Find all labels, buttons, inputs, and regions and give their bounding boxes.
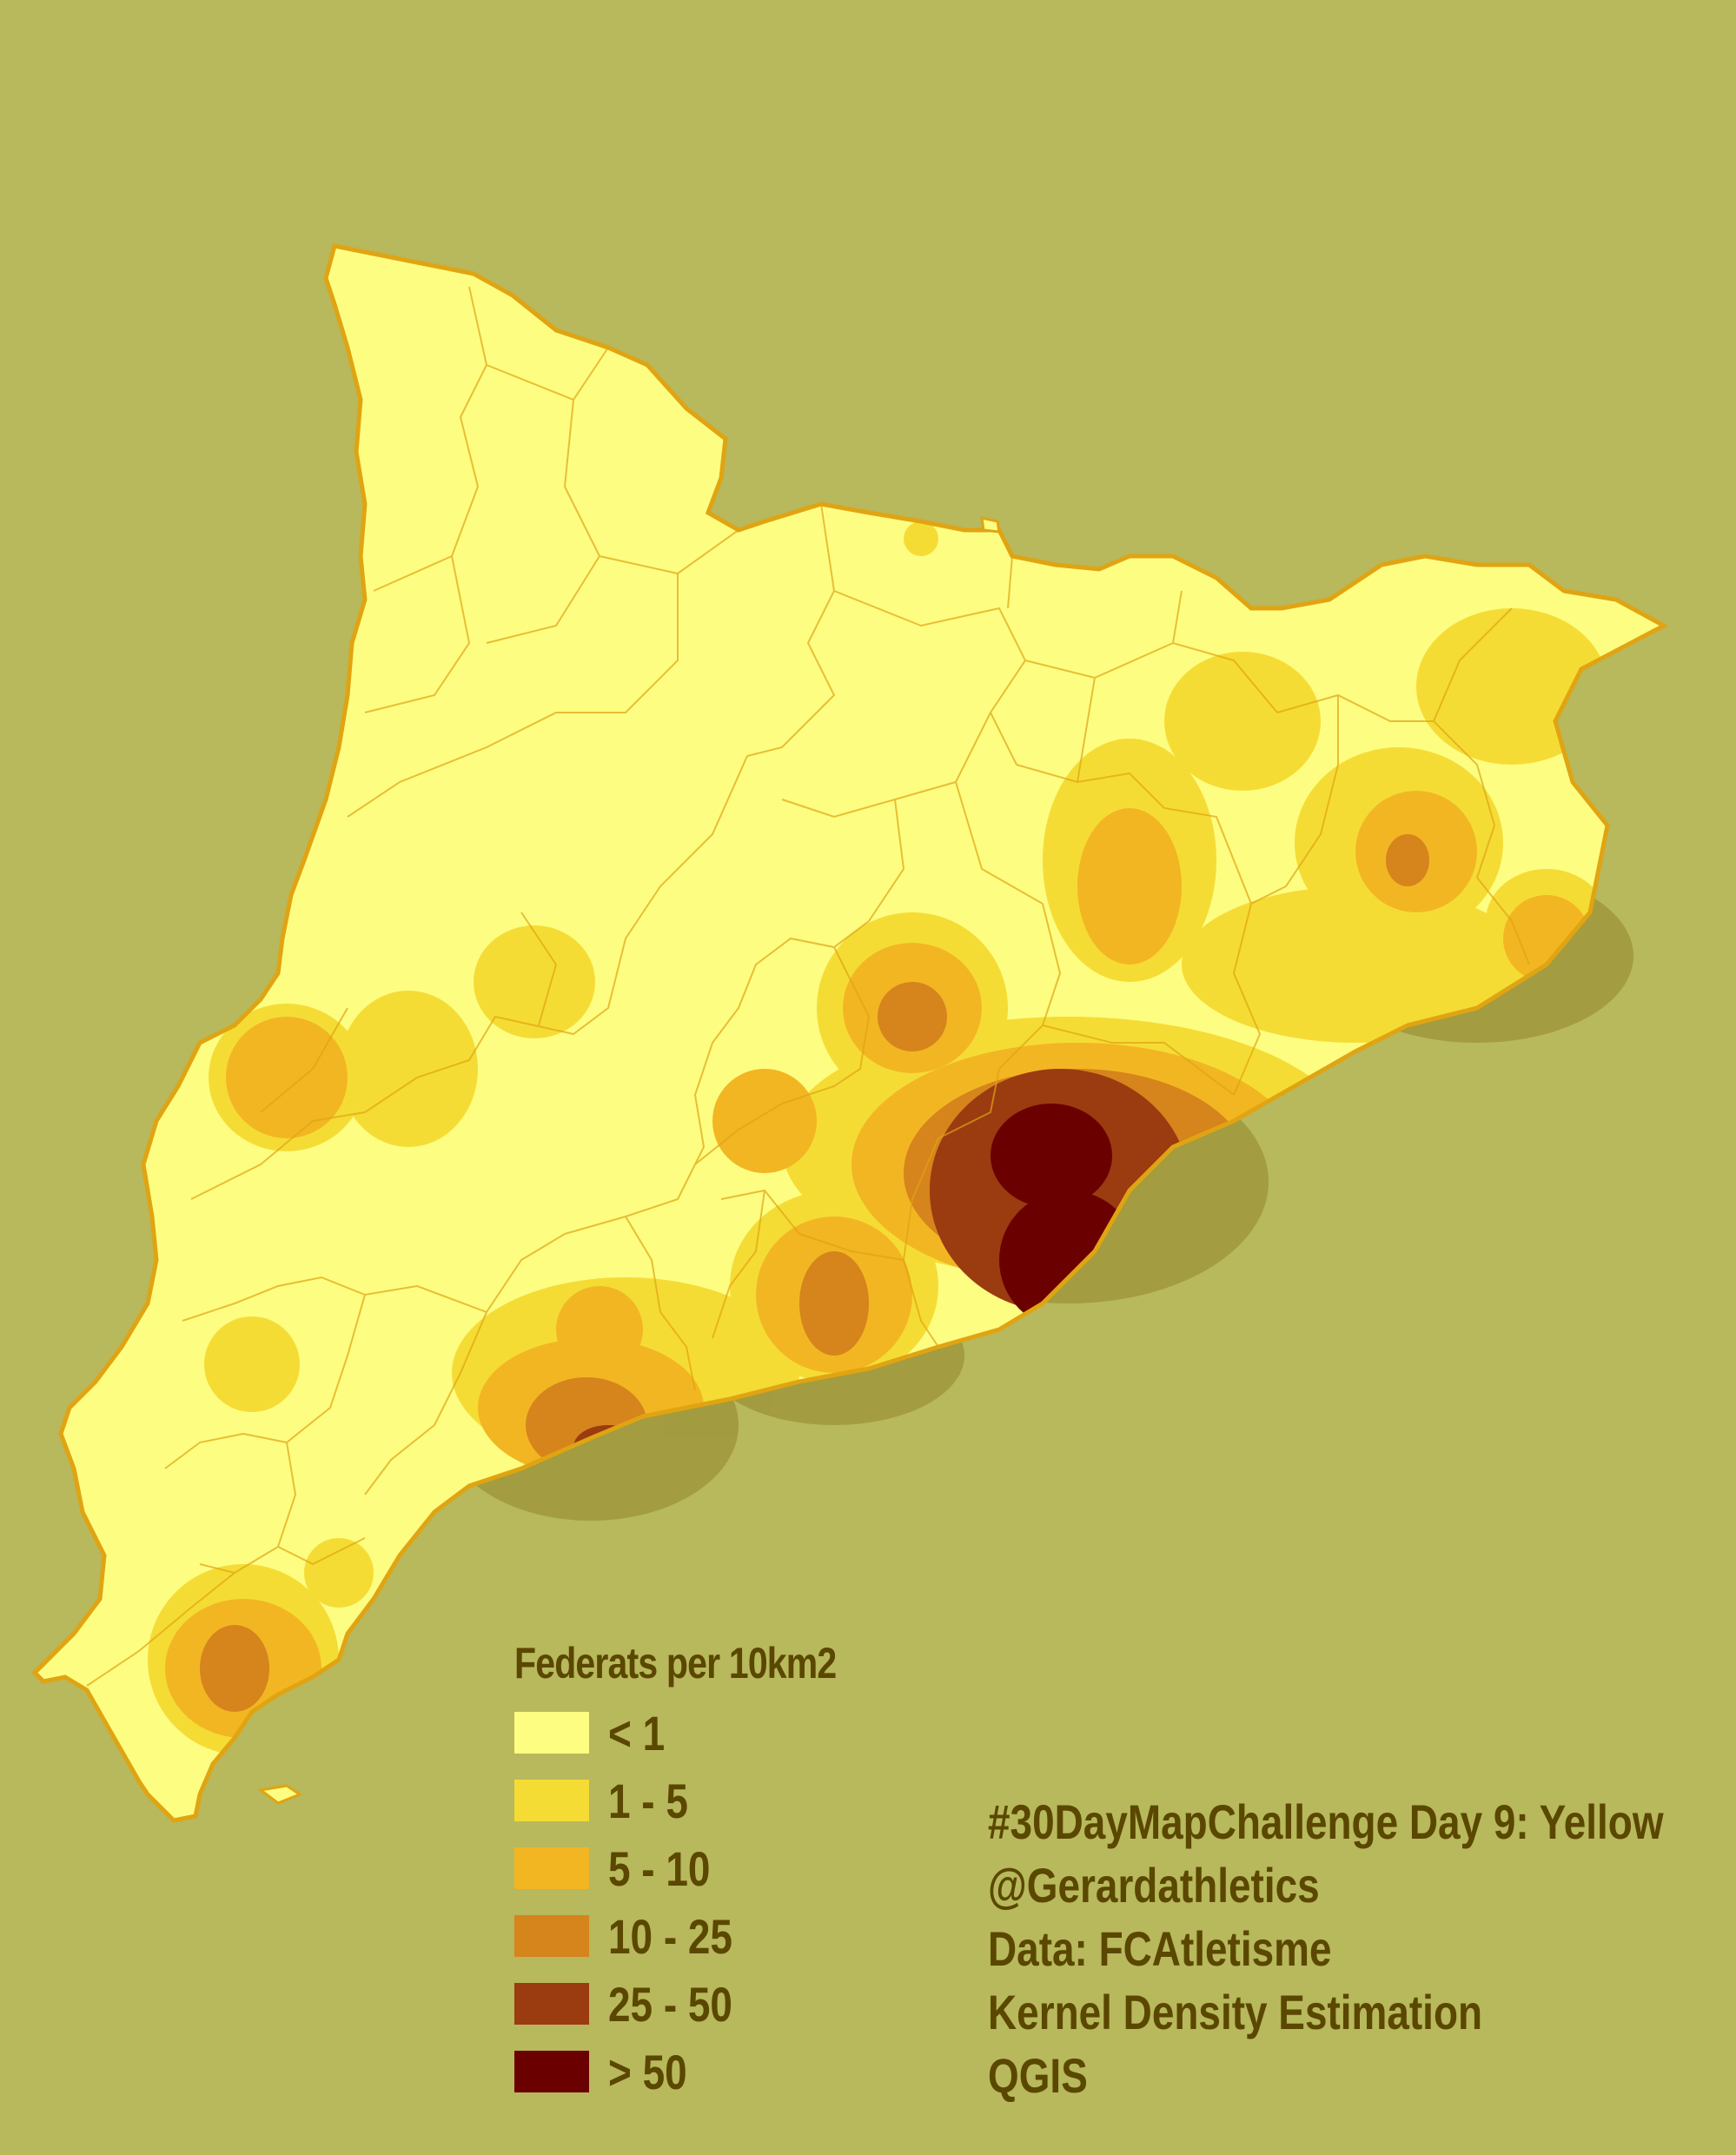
coastal-islet xyxy=(980,516,1001,534)
legend-swatch xyxy=(514,1712,589,1754)
legend-item: > 50 xyxy=(514,2038,1001,2105)
legend-label: 5 - 10 xyxy=(608,1840,711,1896)
legend-label: 1 - 5 xyxy=(608,1773,688,1828)
legend: Federats per 10km2 < 1 1 - 5 5 - 10 10 - 25… xyxy=(514,1638,1001,2105)
credit-line: @Gerardathletics xyxy=(988,1858,1320,1913)
legend-swatch xyxy=(514,1915,589,1957)
credit-line: Data: FCAtletisme xyxy=(988,1921,1332,1976)
legend-label: > 50 xyxy=(608,2044,687,2099)
legend-item: 25 - 50 xyxy=(514,1970,1001,2038)
legend-swatch xyxy=(514,1780,589,1821)
legend-label: 10 - 25 xyxy=(608,1908,732,1964)
legend-label: 25 - 50 xyxy=(608,1976,732,2032)
comarca-boundaries xyxy=(86,286,1530,1687)
credit-line: Kernel Density Estimation xyxy=(988,1985,1483,2039)
legend-item: 1 - 5 xyxy=(514,1767,1001,1834)
legend-swatch xyxy=(514,1847,589,1889)
credits-block: #30DayMapChallenge Day 9: Yellow @Gerarda… xyxy=(988,1790,1736,2107)
legend-swatch xyxy=(514,1983,589,2025)
legend-item: < 1 xyxy=(514,1699,1001,1767)
credit-line: #30DayMapChallenge Day 9: Yellow xyxy=(988,1794,1664,1849)
legend-item: 5 - 10 xyxy=(514,1834,1001,1902)
legend-label: < 1 xyxy=(608,1705,666,1760)
legend-swatch xyxy=(514,2051,589,2092)
delta-spit xyxy=(257,1784,303,1805)
credit-lines: #30DayMapChallenge Day 9: Yellow @Gerarda… xyxy=(988,1790,1736,2107)
legend-title: Federats per 10km2 xyxy=(514,1639,837,1688)
density-layers xyxy=(86,286,1607,1755)
credit-line: QGIS xyxy=(988,2048,1088,2103)
legend-items: < 1 1 - 5 5 - 10 10 - 25 25 - 50 > 50 xyxy=(514,1699,1001,2105)
legend-item: 10 - 25 xyxy=(514,1902,1001,1970)
